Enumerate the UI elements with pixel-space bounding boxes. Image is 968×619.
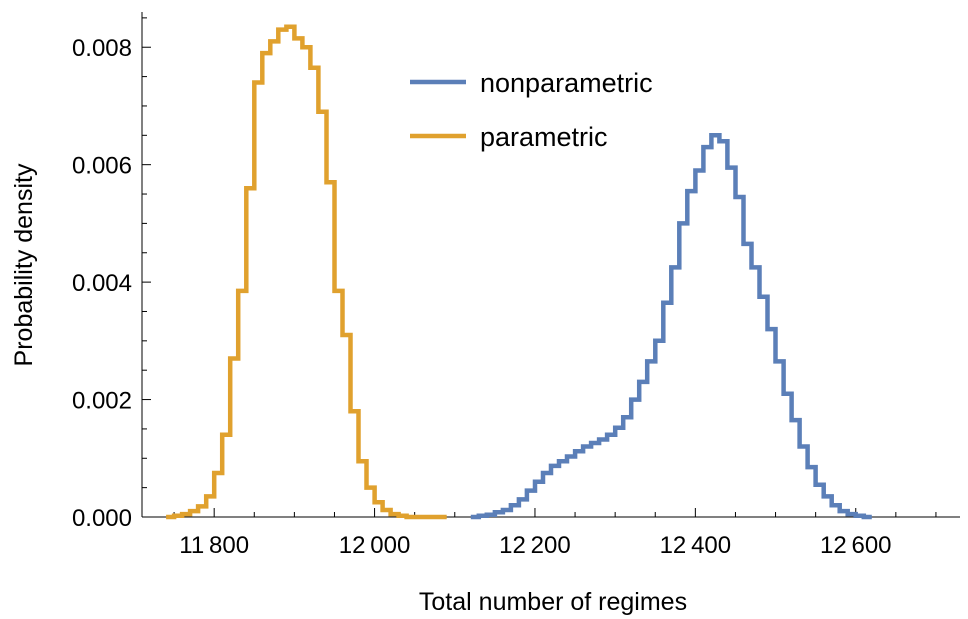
y-tick-label: 0.006 [72,153,132,180]
x-tick-label: 12 200 [499,532,571,559]
parametric-series-line [166,24,447,520]
x-tick-label: 12 400 [660,532,732,559]
y-tick-label: 0.004 [72,270,132,297]
series-layer [166,24,872,520]
x-tick-label: 12 600 [820,532,892,559]
nonparametric-series-line [470,133,872,520]
axes: 11 800 12 000 12 200 12 400 12 600 0.000 0.002… [72,12,960,559]
y-axis-title: Probability density [10,163,38,366]
y-tick-label: 0.008 [72,35,132,62]
x-axis-title: Total number of regimes [419,588,687,616]
x-tick-label: 12 000 [339,532,411,559]
x-tick-label: 11 800 [179,532,249,559]
nonparametric-legend-label: nonparametric [480,68,653,98]
y-tick-label: 0.002 [72,388,132,415]
legend: nonparametric parametric [410,68,653,152]
parametric-legend-label: parametric [480,122,608,152]
y-tick-label: 0.000 [72,505,132,532]
